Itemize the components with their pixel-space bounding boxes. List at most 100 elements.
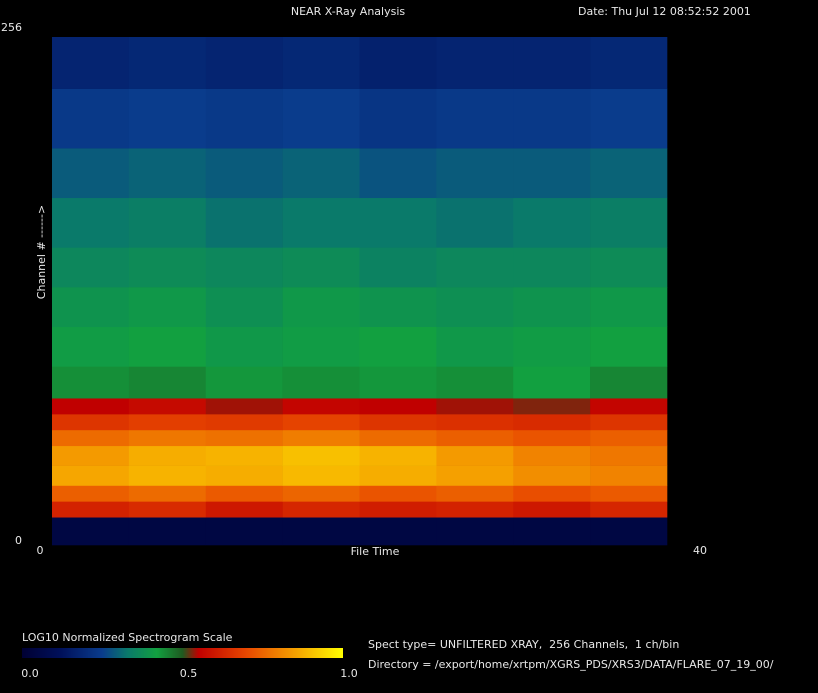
heatmap-cell — [436, 88, 514, 149]
heatmap-cell — [590, 287, 668, 328]
heatmap-cell — [513, 485, 591, 502]
heatmap-cell — [52, 366, 130, 399]
heatmap-cell — [205, 465, 283, 486]
y-tick-label: 0 — [15, 534, 22, 547]
heatmap-cell — [282, 326, 360, 367]
heatmap-cell — [128, 445, 207, 466]
heatmap-cell — [436, 485, 514, 502]
heatmap-cell — [513, 88, 591, 149]
heatmap-cell — [590, 501, 668, 518]
heatmap-cell — [513, 37, 591, 89]
heatmap-cell — [590, 445, 668, 466]
heatmap-cell — [205, 148, 283, 199]
heatmap-cell — [205, 398, 283, 415]
heatmap-cell — [205, 366, 283, 399]
heatmap-cell — [52, 88, 130, 149]
colorbar-title: LOG10 Normalized Spectrogram Scale — [22, 631, 233, 644]
heatmap-cell — [282, 501, 360, 518]
info-line: Directory = /export/home/xrtpm/XGRS_PDS/… — [368, 658, 774, 671]
heatmap-cell — [52, 501, 130, 518]
heatmap-cell — [590, 37, 668, 89]
heatmap-cell — [205, 88, 283, 149]
heatmap-cell — [590, 247, 668, 288]
heatmap-cell — [282, 445, 360, 466]
heatmap-cell — [590, 148, 668, 199]
heatmap-cell — [590, 326, 668, 367]
y-tick-label: 256 — [1, 21, 22, 34]
heatmap-cell — [205, 326, 283, 367]
heatmap-cell — [205, 247, 283, 288]
heatmap-cell — [282, 517, 360, 546]
heatmap-cell — [128, 366, 207, 399]
heatmap-cell — [128, 517, 207, 546]
heatmap-cell — [436, 287, 514, 328]
y-axis-label: Channel # ------> — [35, 205, 48, 299]
heatmap-cell — [513, 247, 591, 288]
heatmap-cell — [205, 37, 283, 89]
heatmap-cell — [590, 429, 668, 447]
heatmap-cell — [52, 326, 130, 367]
heatmap-cell — [436, 414, 514, 431]
heatmap-cell — [52, 485, 130, 502]
heatmap-cell — [205, 429, 283, 447]
heatmap-cell — [359, 287, 437, 328]
heatmap-cell — [205, 445, 283, 466]
heatmap-cell — [513, 197, 591, 248]
heatmap-cell — [205, 197, 283, 248]
heatmap-cell — [436, 247, 514, 288]
heatmap-cell — [590, 414, 668, 431]
heatmap-cell — [359, 366, 437, 399]
heatmap-cell — [513, 517, 591, 546]
heatmap-cell — [359, 445, 437, 466]
heatmap-cell — [52, 414, 130, 431]
heatmap-cell — [513, 501, 591, 518]
colorbar-tick-label: 0.5 — [180, 667, 198, 680]
heatmap-cell — [205, 485, 283, 502]
heatmap-cell — [436, 366, 514, 399]
heatmap-cell — [282, 414, 360, 431]
heatmap-cell — [128, 501, 207, 518]
heatmap-cell — [359, 429, 437, 447]
heatmap-cell — [590, 398, 668, 415]
heatmap-cell — [513, 465, 591, 486]
heatmap-cell — [359, 414, 437, 431]
heatmap-cell — [282, 37, 360, 89]
heatmap-cell — [282, 197, 360, 248]
heatmap-cell — [436, 465, 514, 486]
heatmap-cell — [513, 414, 591, 431]
heatmap-cell — [128, 414, 207, 431]
heatmap-cell — [128, 37, 207, 89]
heatmap-cell — [52, 398, 130, 415]
heatmap-cell — [282, 247, 360, 288]
heatmap-cell — [282, 148, 360, 199]
heatmap-cell — [436, 501, 514, 518]
heatmap-cell — [590, 88, 668, 149]
heatmap-cell — [436, 517, 514, 546]
heatmap-cell — [359, 501, 437, 518]
heatmap-cell — [359, 148, 437, 199]
heatmap-cell — [359, 485, 437, 502]
heatmap-cell — [128, 429, 207, 447]
heatmap-cell — [513, 445, 591, 466]
date: Date: Thu Jul 12 08:52:52 2001 — [578, 5, 751, 18]
heatmap-cell — [436, 148, 514, 199]
heatmap-cell — [205, 287, 283, 328]
heatmap-cell — [436, 445, 514, 466]
heatmap-cell — [282, 429, 360, 447]
heatmap-cell — [359, 247, 437, 288]
heatmap-cell — [359, 197, 437, 248]
heatmap-cell — [128, 287, 207, 328]
heatmap-cell — [513, 148, 591, 199]
heatmap-cell — [52, 429, 130, 447]
heatmap-cell — [128, 465, 207, 486]
heatmap-cell — [128, 398, 207, 415]
heatmap-cell — [513, 326, 591, 367]
heatmap-cell — [282, 485, 360, 502]
heatmap-cell — [205, 517, 283, 546]
heatmap-cell — [128, 326, 207, 367]
heatmap-cell — [52, 148, 130, 199]
x-tick-label: 40 — [693, 544, 707, 557]
heatmap-cell — [52, 197, 130, 248]
